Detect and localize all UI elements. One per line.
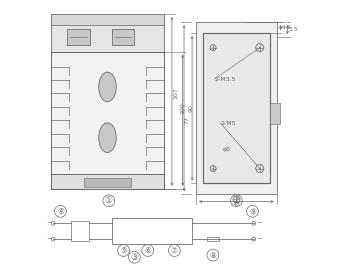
- Text: 4.5: 4.5: [282, 25, 292, 30]
- Text: ~: ~: [256, 236, 262, 242]
- Bar: [51, 25, 164, 52]
- Ellipse shape: [99, 123, 116, 153]
- Text: ③: ③: [130, 253, 138, 262]
- Text: ~: ~: [46, 220, 52, 226]
- Circle shape: [247, 205, 258, 217]
- Bar: [51, 14, 164, 25]
- Text: 2-M3.5: 2-M3.5: [215, 77, 237, 82]
- Text: 77: 77: [184, 116, 189, 124]
- Text: 48: 48: [233, 202, 240, 207]
- Circle shape: [259, 47, 260, 48]
- Bar: [112, 218, 192, 244]
- Text: ⑨: ⑨: [249, 207, 256, 216]
- Bar: [112, 29, 134, 45]
- Text: 90: 90: [189, 104, 194, 112]
- Circle shape: [55, 205, 66, 217]
- Text: ②: ②: [232, 196, 240, 205]
- Circle shape: [142, 245, 154, 256]
- Text: ⑤: ⑤: [120, 246, 127, 255]
- Bar: [84, 178, 131, 187]
- Bar: [203, 33, 270, 183]
- Ellipse shape: [99, 72, 116, 102]
- Bar: [51, 14, 164, 189]
- Text: ~: ~: [46, 236, 52, 242]
- Text: ④: ④: [57, 207, 64, 216]
- Text: ①: ①: [105, 196, 113, 205]
- Text: ⑦: ⑦: [171, 246, 178, 255]
- Text: 2-M5: 2-M5: [220, 121, 236, 126]
- Bar: [71, 221, 89, 241]
- Bar: [207, 237, 219, 241]
- Text: ⑧: ⑧: [210, 251, 216, 259]
- Circle shape: [259, 168, 260, 169]
- Bar: [196, 22, 277, 194]
- Circle shape: [207, 249, 219, 261]
- Bar: [67, 29, 90, 45]
- Text: 5.5: 5.5: [289, 27, 298, 32]
- Text: φ5: φ5: [223, 147, 231, 152]
- Text: 100: 100: [180, 102, 185, 114]
- Text: ⑥: ⑥: [144, 246, 151, 255]
- Circle shape: [118, 245, 130, 256]
- Circle shape: [212, 168, 213, 169]
- Bar: [51, 174, 164, 189]
- Bar: [270, 103, 280, 124]
- Text: 107: 107: [173, 87, 178, 99]
- Circle shape: [212, 47, 213, 48]
- Circle shape: [168, 245, 180, 256]
- Text: ~: ~: [256, 220, 262, 226]
